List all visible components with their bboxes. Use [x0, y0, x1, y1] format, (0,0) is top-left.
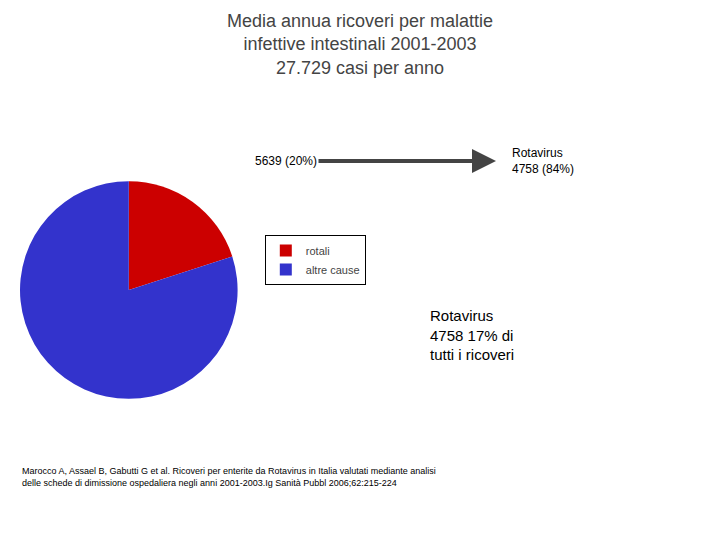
- svg-text:Rotavirus4758 17% ditutti i ri: Rotavirus4758 17% ditutti i ricoveri: [430, 307, 514, 363]
- svg-text:rotali: rotali: [306, 245, 330, 257]
- svg-text:Media annua ricoveri per malat: Media annua ricoveri per malattieinfetti…: [227, 11, 493, 78]
- svg-text:5639 (20%): 5639 (20%): [255, 154, 317, 168]
- svg-text:Marocco A, Assael B, Gabutti G: Marocco A, Assael B, Gabutti G et al. Ri…: [22, 466, 436, 488]
- svg-text:Rotavirus4758 (84%): Rotavirus4758 (84%): [512, 146, 574, 176]
- svg-text:altre cause: altre cause: [306, 264, 360, 276]
